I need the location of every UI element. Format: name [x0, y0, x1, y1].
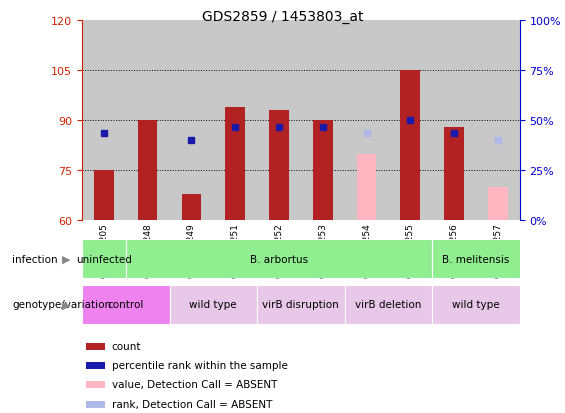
- Text: wild type: wild type: [189, 299, 237, 310]
- Text: percentile rank within the sample: percentile rank within the sample: [112, 360, 288, 370]
- Text: GDS2859 / 1453803_at: GDS2859 / 1453803_at: [202, 10, 363, 24]
- Bar: [257, 285, 345, 324]
- Bar: [257, 21, 301, 221]
- Bar: [170, 21, 214, 221]
- Bar: [86, 362, 105, 369]
- Bar: [125, 240, 432, 279]
- Bar: [401, 71, 420, 221]
- Bar: [345, 21, 389, 221]
- Bar: [225, 107, 245, 221]
- Text: virB disruption: virB disruption: [263, 299, 339, 310]
- Bar: [301, 21, 345, 221]
- Text: rank, Detection Call = ABSENT: rank, Detection Call = ABSENT: [112, 399, 272, 409]
- Bar: [432, 21, 476, 221]
- Bar: [488, 188, 508, 221]
- Bar: [82, 240, 125, 279]
- Text: virB deletion: virB deletion: [355, 299, 421, 310]
- Bar: [86, 381, 105, 388]
- Bar: [181, 194, 201, 221]
- Bar: [82, 21, 125, 221]
- Bar: [432, 240, 520, 279]
- Text: wild type: wild type: [452, 299, 500, 310]
- Bar: [214, 21, 257, 221]
- Text: control: control: [107, 299, 144, 310]
- Bar: [345, 285, 432, 324]
- Bar: [444, 128, 464, 221]
- Bar: [389, 21, 432, 221]
- Bar: [86, 401, 105, 408]
- Text: ▶: ▶: [62, 254, 71, 264]
- Bar: [86, 343, 105, 350]
- Bar: [94, 171, 114, 221]
- Text: uninfected: uninfected: [76, 254, 132, 264]
- Text: value, Detection Call = ABSENT: value, Detection Call = ABSENT: [112, 380, 277, 389]
- Bar: [170, 285, 257, 324]
- Text: ▶: ▶: [62, 299, 71, 310]
- Bar: [432, 285, 520, 324]
- Bar: [313, 121, 333, 221]
- Bar: [476, 21, 520, 221]
- Text: infection: infection: [12, 254, 58, 264]
- Bar: [138, 121, 158, 221]
- Text: B. melitensis: B. melitensis: [442, 254, 510, 264]
- Text: count: count: [112, 341, 141, 351]
- Text: genotype/variation: genotype/variation: [12, 299, 111, 310]
- Bar: [269, 111, 289, 221]
- Bar: [82, 285, 170, 324]
- Bar: [357, 154, 376, 221]
- Bar: [125, 21, 170, 221]
- Text: B. arbortus: B. arbortus: [250, 254, 308, 264]
